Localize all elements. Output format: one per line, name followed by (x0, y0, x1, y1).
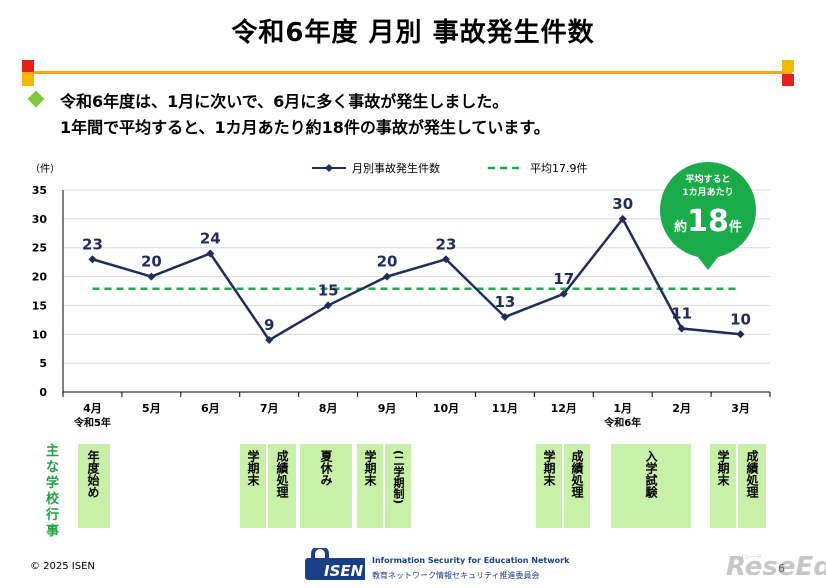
data-label: 13 (494, 293, 515, 311)
corner-square-yellow-right (782, 60, 794, 72)
watermark-sub: リシード (738, 554, 763, 561)
event-box (268, 444, 296, 528)
average-callout: 平均すると 1カ月あたり 約18件 (660, 162, 756, 258)
data-point (618, 214, 627, 223)
data-label: 23 (436, 235, 457, 253)
data-point (559, 289, 568, 298)
data-label: 17 (553, 270, 574, 288)
event-box (385, 444, 411, 528)
event-label: 夏休み (319, 450, 333, 486)
y-tick-label: 35 (32, 184, 47, 197)
corner-square-yellow-left (22, 74, 34, 86)
watermark: ReseEd (726, 552, 826, 582)
intro-line-2: 1年間で平均すると、1カ月あたり約18件の事故が発生しています。 (60, 118, 550, 137)
event-label: 学期末 (363, 450, 377, 486)
data-label: 15 (318, 281, 339, 299)
callout-line-2: 1カ月あたり (682, 188, 734, 198)
isen-logo-icon (305, 548, 365, 580)
x-tick-label: 1月 (613, 402, 632, 415)
data-point (500, 312, 509, 321)
y-tick-label: 20 (32, 271, 48, 284)
event-box (710, 444, 736, 528)
y-axis-unit: （件） (30, 164, 60, 175)
line-chart: 0 5 10 15 20 25 30 35 4月 5月 6月 7月 8月 9月 10月 11月 12月 1月 2月 3… (32, 161, 771, 429)
event-label: 学期末 (246, 450, 260, 486)
callout-suffix: 件 (728, 220, 742, 235)
copyright: © 2025 ISEN (30, 561, 95, 572)
event-box (536, 444, 562, 528)
event-box (611, 444, 691, 528)
data-point (383, 272, 392, 281)
event-label: 学期末 (716, 450, 730, 486)
event-label: (二学期制) (392, 450, 405, 505)
event-label: 学期末 (542, 450, 556, 486)
corner-square-red-left (22, 60, 34, 72)
data-label: 11 (671, 305, 692, 323)
event-label: 年度始め (86, 450, 100, 498)
corner-square-red-right (782, 74, 794, 86)
y-tick-label: 15 (32, 299, 47, 312)
x-tick-label: 7月 (260, 402, 279, 415)
y-tick-label: 0 (39, 386, 47, 399)
data-point (147, 272, 156, 281)
x-sub-label: 令和6年 (603, 416, 641, 429)
x-tick-label: 9月 (378, 402, 397, 415)
legend-point-marker (325, 164, 333, 172)
event-box (564, 444, 590, 528)
event-label: 成績処理 (275, 450, 289, 498)
callout-value: 18 (687, 204, 729, 239)
data-label: 20 (141, 253, 162, 271)
event-box (300, 444, 352, 528)
y-tick-label: 30 (32, 213, 48, 226)
data-label: 9 (264, 316, 274, 334)
event-box (78, 444, 110, 528)
x-tick-label: 3月 (731, 402, 750, 415)
callout-line-1: 平均すると (685, 175, 731, 185)
data-label: 24 (200, 229, 221, 247)
legend-label: 月別事故発生件数 (352, 161, 440, 175)
legend-label: 平均17.9件 (530, 162, 588, 175)
x-tick-label: 2月 (672, 402, 691, 415)
logo-brand: ISEN (324, 562, 364, 580)
data-point (265, 336, 274, 345)
data-point (441, 255, 450, 264)
x-tick-label: 12月 (551, 402, 577, 415)
data-label: 20 (377, 253, 398, 271)
y-tick-label: 5 (39, 357, 47, 370)
title-divider (22, 71, 792, 74)
event-box (240, 444, 266, 528)
event-box (738, 444, 766, 528)
x-tick-label: 6月 (201, 402, 220, 415)
callout-prefix: 約 (674, 220, 688, 235)
logo-line-2: 教育ネットワーク情報セキュリティ推進委員会 (372, 571, 540, 580)
data-label: 23 (82, 235, 103, 253)
events-title: 主な学校行事 (46, 444, 60, 539)
data-point (88, 255, 97, 264)
x-tick-label: 8月 (319, 402, 338, 415)
x-tick-label: 10月 (433, 402, 459, 415)
data-point (677, 324, 686, 333)
data-label: 10 (730, 310, 751, 328)
page-number: 6 (778, 562, 785, 575)
x-tick-label: 4月 (83, 402, 102, 415)
y-tick-label: 25 (32, 242, 47, 255)
x-tick-label: 5月 (142, 402, 161, 415)
intro-line-1: 令和6年度は、1月に次いで、6月に多く事故が発生しました。 (60, 92, 509, 111)
event-box (357, 444, 383, 528)
data-point (736, 330, 745, 339)
event-label: 成績処理 (570, 450, 584, 498)
logo-line-1: Information Security for Education Netwo… (372, 556, 570, 565)
data-point (206, 249, 215, 258)
event-label: 入学試験 (644, 450, 658, 498)
data-point (324, 301, 333, 310)
page-title: 令和6年度 月別 事故発生件数 (231, 18, 595, 48)
x-tick-label: 11月 (492, 402, 518, 415)
event-label: 成績処理 (745, 450, 759, 498)
series-line (92, 216, 741, 342)
x-sub-label: 令和5年 (73, 416, 111, 429)
y-tick-label: 10 (32, 328, 48, 341)
data-label: 30 (612, 195, 633, 213)
